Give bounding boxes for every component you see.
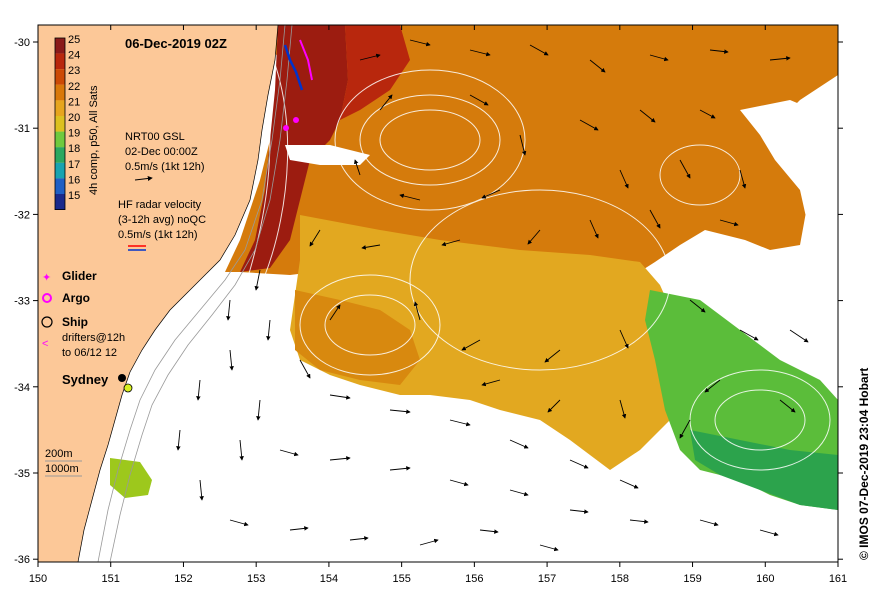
x-tick-label: 152 xyxy=(174,573,192,585)
x-tick-label: 151 xyxy=(102,573,120,585)
credit-text: © IMOS 07-Dec-2019 23:04 Hobart xyxy=(857,368,871,560)
colorbar-swatch xyxy=(55,100,65,116)
x-tick-label: 153 xyxy=(247,573,265,585)
x-tick-label: 150 xyxy=(29,573,47,585)
platform-tracks xyxy=(283,39,313,131)
y-tick-label: -33 xyxy=(14,296,30,308)
x-tick-label: 155 xyxy=(392,573,410,585)
legend-drifters-2: to 06/12 12 xyxy=(62,347,117,359)
colorbar-swatch xyxy=(55,147,65,163)
colorbar-tick: 25 xyxy=(68,34,80,46)
colorbar-swatch xyxy=(55,69,65,85)
colorbar-tick: 23 xyxy=(68,65,80,77)
y-tick-label: -35 xyxy=(14,468,30,480)
legend-drifters-1: drifters@12h xyxy=(62,332,125,344)
sydney-marker: Sydney xyxy=(62,372,133,393)
legend-argo: Argo xyxy=(62,291,90,305)
plot-frame xyxy=(37,24,839,563)
bathymetry-contours xyxy=(97,25,293,562)
ship-symbol xyxy=(41,316,53,328)
cloud-gap-1 xyxy=(740,100,838,235)
drifter-symbol: < xyxy=(42,338,48,350)
cloud-gap-3 xyxy=(720,260,838,380)
y-tick-label: -36 xyxy=(14,554,30,566)
y-axis: -30 -31 -32 -33 -34 -35 -36 xyxy=(14,37,843,566)
hf-avg: (3-12h avg) noQC xyxy=(118,214,206,226)
colorbar-label: 4h comp, p50, All Sats xyxy=(88,85,100,195)
colorbar-tick: 18 xyxy=(68,143,80,155)
depth-label-200: 200m xyxy=(45,448,73,460)
y-tick-label: -30 xyxy=(14,37,30,49)
legend-ship: Ship xyxy=(62,315,88,329)
gsl-date: 02-Dec 00:00Z xyxy=(125,146,198,158)
x-tick-label: 158 xyxy=(611,573,629,585)
depth-legend: 200m 1000m xyxy=(45,448,82,477)
colorbar-tick: 17 xyxy=(68,159,80,171)
y-tick-label: -31 xyxy=(14,123,30,135)
x-tick-label: 160 xyxy=(756,573,774,585)
vector-annotations: NRT00 GSL 02-Dec 00:00Z 0.5m/s (1kt 12h)… xyxy=(118,131,206,251)
gsl-scale-arrow xyxy=(134,176,153,181)
x-tick-label: 154 xyxy=(320,573,338,585)
colorbar-swatch xyxy=(55,194,65,210)
glider-symbol: ✦ xyxy=(42,272,51,284)
colorbar-tick: 16 xyxy=(68,174,80,186)
x-axis: 150 151 152 153 154 155 156 157 158 159 160 161 xyxy=(29,25,847,585)
map-title: 06-Dec-2019 02Z xyxy=(125,36,227,51)
hf-scale: 0.5m/s (1kt 12h) xyxy=(118,229,197,241)
cloud-gap-2 xyxy=(285,145,370,165)
colorbar-swatch xyxy=(55,38,65,54)
colorbar-tick: 22 xyxy=(68,81,80,93)
velocity-arrows xyxy=(176,39,809,552)
gsl-title: NRT00 GSL xyxy=(125,131,185,143)
hf-title: HF radar velocity xyxy=(118,199,202,211)
y-tick-label: -32 xyxy=(14,209,30,221)
colorbar-swatch xyxy=(55,162,65,179)
sydney-ship xyxy=(123,383,133,393)
platform-legend: ✦ Glider Argo Ship < drifters@12h to 06/… xyxy=(41,269,125,359)
y-tick-label: -34 xyxy=(14,382,30,394)
colorbar-swatch xyxy=(55,84,65,101)
sst-coastal-patch xyxy=(110,458,152,498)
x-tick-label: 161 xyxy=(829,573,847,585)
legend-glider: Glider xyxy=(62,269,97,283)
argo-symbol xyxy=(42,293,52,303)
colorbar-tick: 20 xyxy=(68,112,80,124)
colorbar-swatch xyxy=(55,131,65,148)
colorbar-tick: 15 xyxy=(68,190,80,202)
colorbar: 25 24 23 22 21 20 19 18 17 16 15 4h comp, p50, All… xyxy=(54,34,100,211)
sst-warm-current-2 xyxy=(340,25,410,120)
colorbar-swatch xyxy=(55,178,65,194)
land-australia xyxy=(38,25,279,562)
colorbar-swatch xyxy=(55,116,65,132)
sydney-label: Sydney xyxy=(62,372,109,387)
sydney-dot xyxy=(118,374,126,382)
colorbar-frame xyxy=(54,37,66,211)
depth-label-1000: 1000m xyxy=(45,463,79,475)
colorbar-swatch xyxy=(55,53,65,70)
sst-orange-blob xyxy=(295,290,420,385)
colorbar-tick: 24 xyxy=(68,50,80,62)
sst-yellow-region xyxy=(290,215,690,470)
colorbar-tick: 19 xyxy=(68,128,80,140)
x-tick-label: 157 xyxy=(538,573,556,585)
x-tick-label: 159 xyxy=(683,573,701,585)
gsl-scale: 0.5m/s (1kt 12h) xyxy=(125,161,204,173)
colorbar-tick: 21 xyxy=(68,96,80,108)
x-tick-label: 156 xyxy=(465,573,483,585)
